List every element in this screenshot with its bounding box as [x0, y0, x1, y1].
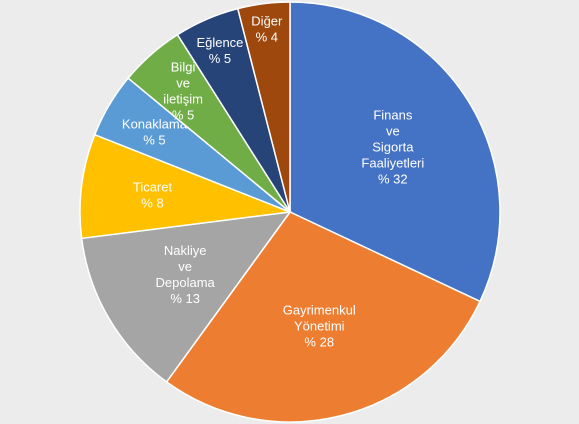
pie-slice-label-4: Ticaret% 8: [133, 179, 173, 210]
pie-slice-label-6: Bilgi ve iletişim% 5: [163, 60, 203, 123]
pie-slice-label-1: Finans ve Sigorta Faaliyetleri% 32: [361, 108, 424, 187]
pie-slice-label-7: Eğlence% 5: [196, 35, 243, 66]
pie-slice-label-8: Diğer% 4: [251, 13, 283, 44]
pie-slice-3: [80, 211, 292, 383]
pie-slice-4: [79, 133, 291, 240]
pie-slice-label-2: Gayrimenkul Yönetimi% 28: [283, 303, 356, 350]
pie-slice-label-3: Nakliye ve Depolama% 13: [156, 243, 216, 306]
pie-slice-8: [236, 1, 291, 213]
pie-slice-1: [289, 1, 501, 303]
pie-slice-label-5: Konaklama% 5: [122, 117, 188, 148]
pie-slice-2: [165, 211, 482, 423]
